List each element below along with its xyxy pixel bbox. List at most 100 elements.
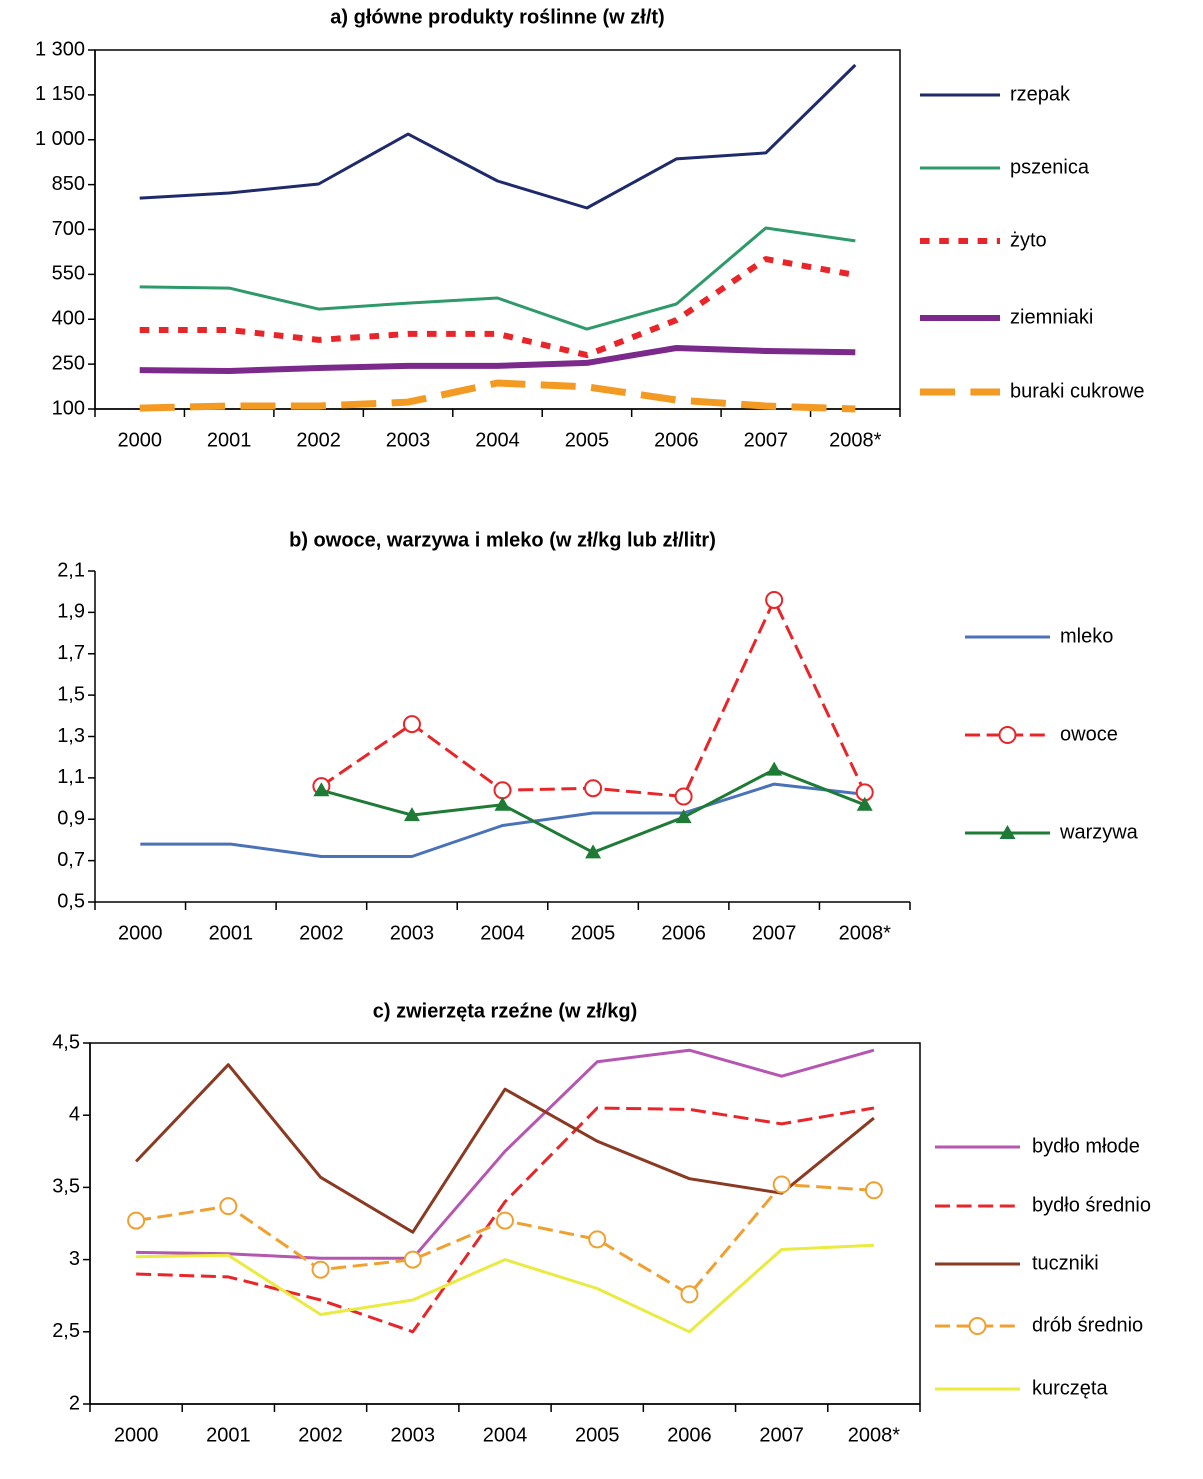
y-tick-label: 1,1 xyxy=(57,766,85,788)
point-marker xyxy=(998,726,1017,744)
series-line xyxy=(140,782,865,858)
point-marker xyxy=(311,1260,330,1279)
point-marker xyxy=(856,796,873,811)
series-line xyxy=(320,598,867,798)
x-tick-label: 2007 xyxy=(752,922,797,944)
x-tick-label: 2004 xyxy=(483,1424,528,1446)
point-marker xyxy=(999,825,1016,839)
y-tick-label: 1,7 xyxy=(57,642,85,664)
legend-label: mleko xyxy=(1060,625,1113,647)
point-marker xyxy=(403,1250,422,1269)
y-tick-label: 4,5 xyxy=(52,1031,80,1053)
point-marker xyxy=(584,779,603,798)
point-marker xyxy=(402,715,421,734)
legend-label: bydło młode xyxy=(1032,1135,1140,1157)
series-line xyxy=(136,1048,875,1260)
x-tick-label: 2000 xyxy=(114,1424,159,1446)
chart-title: c) zwierzęta rzeźne (w zł/kg) xyxy=(373,1000,638,1022)
x-tick-label: 2005 xyxy=(571,922,616,944)
y-tick-label: 250 xyxy=(52,352,85,374)
x-tick-label: 2001 xyxy=(207,429,252,451)
point-marker xyxy=(313,782,330,797)
y-tick-label: 3,5 xyxy=(52,1176,80,1198)
y-tick-label: 1 000 xyxy=(35,128,85,150)
series-line xyxy=(135,1063,875,1234)
y-tick-label: 0,5 xyxy=(57,890,85,912)
y-tick-label: 1 300 xyxy=(35,38,85,60)
legend-label: żyto xyxy=(1010,229,1047,251)
chart: a) główne produkty roślinne (w zł/t) 100 2… xyxy=(35,6,1145,451)
y-tick-label: 1,9 xyxy=(57,601,85,623)
point-marker xyxy=(127,1211,146,1230)
legend-label: buraki cukrowe xyxy=(1010,380,1145,402)
x-tick-label: 2007 xyxy=(744,429,789,451)
chart: c) zwierzęta rzeźne (w zł/kg) 2 2,5 3 3,5 4 4,… xyxy=(52,1000,1151,1446)
chart: b) owoce, warzywa i mleko (w zł/kg lub z… xyxy=(57,529,1138,944)
y-tick-label: 100 xyxy=(52,397,85,419)
x-tick-label: 2004 xyxy=(480,922,525,944)
legend-label: tuczniki xyxy=(1032,1252,1099,1274)
x-tick-label: 2002 xyxy=(296,429,341,451)
series-line xyxy=(139,379,856,413)
y-tick-label: 2,5 xyxy=(52,1320,80,1342)
point-marker xyxy=(496,1211,514,1230)
y-tick-label: 0,9 xyxy=(57,808,85,830)
x-tick-label: 2000 xyxy=(117,429,162,451)
point-marker xyxy=(585,844,602,859)
legend-label: rzepak xyxy=(1010,83,1071,105)
y-tick-label: 4 xyxy=(69,1103,80,1125)
point-marker xyxy=(864,1181,883,1200)
x-tick-label: 2003 xyxy=(390,922,435,944)
x-tick-label: 2008* xyxy=(829,429,881,451)
point-marker xyxy=(765,590,784,609)
point-marker xyxy=(674,787,693,806)
x-tick-label: 2008* xyxy=(839,922,891,944)
x-tick-label: 2003 xyxy=(391,1424,436,1446)
point-marker xyxy=(403,807,420,822)
y-tick-label: 550 xyxy=(52,263,85,285)
y-tick-label: 1 150 xyxy=(35,83,85,105)
series-line xyxy=(139,226,856,331)
x-tick-label: 2006 xyxy=(667,1424,712,1446)
chart-title: a) główne produkty roślinne (w zł/t) xyxy=(330,6,664,28)
x-tick-label: 2003 xyxy=(386,429,431,451)
point-marker xyxy=(680,1285,699,1304)
chart-title: b) owoce, warzywa i mleko (w zł/kg lub z… xyxy=(289,529,716,551)
y-tick-label: 700 xyxy=(52,218,85,240)
x-tick-label: 2000 xyxy=(118,922,163,944)
y-tick-label: 1,5 xyxy=(57,683,85,705)
series-line xyxy=(139,345,856,374)
x-tick-label: 2001 xyxy=(206,1424,251,1446)
legend-label: drób średnio xyxy=(1032,1314,1143,1336)
series-line xyxy=(136,1106,875,1334)
y-tick-label: 850 xyxy=(52,173,85,195)
series-line xyxy=(139,63,857,210)
point-marker xyxy=(588,1230,607,1249)
point-marker xyxy=(219,1197,238,1216)
x-tick-label: 2001 xyxy=(209,922,254,944)
legend-label: warzywa xyxy=(1059,821,1139,843)
point-marker xyxy=(675,809,692,824)
point-marker xyxy=(766,761,783,776)
y-tick-label: 0,7 xyxy=(57,849,85,871)
legend-label: pszenica xyxy=(1010,156,1090,178)
x-tick-label: 2005 xyxy=(565,429,610,451)
point-marker xyxy=(772,1175,791,1194)
legend-label: kurczęta xyxy=(1032,1377,1108,1399)
y-tick-label: 3 xyxy=(69,1248,80,1270)
legend-label: ziemniaki xyxy=(1010,306,1093,328)
x-tick-label: 2008* xyxy=(848,1424,900,1446)
series-line xyxy=(136,1243,874,1334)
x-tick-label: 2004 xyxy=(475,429,520,451)
y-tick-label: 400 xyxy=(52,308,85,330)
x-tick-label: 2005 xyxy=(575,1424,620,1446)
legend-label: owoce xyxy=(1060,723,1118,745)
y-tick-label: 2 xyxy=(69,1392,80,1414)
x-tick-label: 2002 xyxy=(299,922,344,944)
x-tick-label: 2006 xyxy=(661,922,706,944)
legend-label: bydło średnio xyxy=(1032,1194,1151,1216)
series-line xyxy=(139,256,856,359)
x-tick-label: 2002 xyxy=(298,1424,343,1446)
point-marker xyxy=(493,781,512,800)
